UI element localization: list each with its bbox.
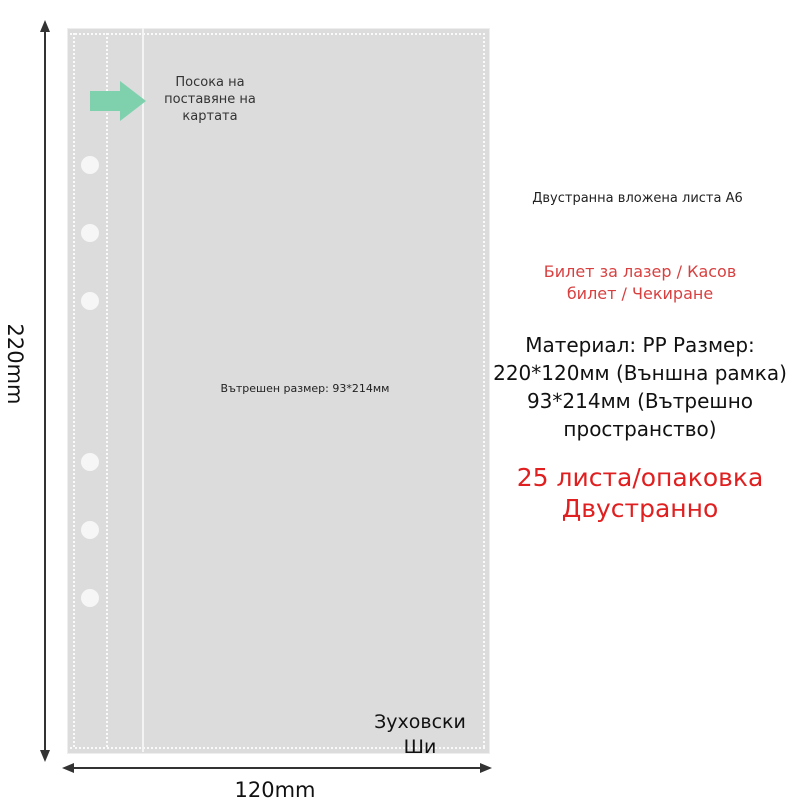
sheet-protector (67, 28, 490, 754)
binder-hole (81, 224, 99, 242)
height-label: 220mm (3, 323, 27, 405)
ticket-types: Билет за лазер / Касов билет / Чекиране (543, 262, 737, 303)
binder-hole (81, 589, 99, 607)
height-dimension-arrow-icon (40, 20, 50, 762)
dotted-seam (106, 33, 108, 747)
product-title: Двустранна вложена листа A6 (532, 191, 743, 206)
inner-size-label: Вътрешен размер: 93*214мм (220, 382, 390, 395)
dotted-border-top (70, 33, 485, 35)
dotted-border-left (73, 33, 75, 747)
binder-hole (81, 453, 99, 471)
insert-direction-arrow-icon (90, 81, 146, 121)
dotted-border-right (483, 33, 485, 747)
corner-label: Зуховски Ши (374, 711, 466, 758)
inner-edge-line (142, 28, 144, 752)
dotted-border-bottom (70, 747, 485, 749)
binder-hole (81, 521, 99, 539)
binder-hole (81, 156, 99, 174)
binder-hole (81, 292, 99, 310)
width-dimension-arrow-icon (62, 763, 492, 773)
material-size-info: Материал: PP Размер: 220*120мм (Външна р… (493, 333, 787, 441)
insert-direction-label: Посока на поставяне на картата (164, 75, 256, 124)
pack-info: 25 листа/опаковка Двустранно (516, 463, 764, 523)
width-label: 120mm (234, 778, 316, 802)
